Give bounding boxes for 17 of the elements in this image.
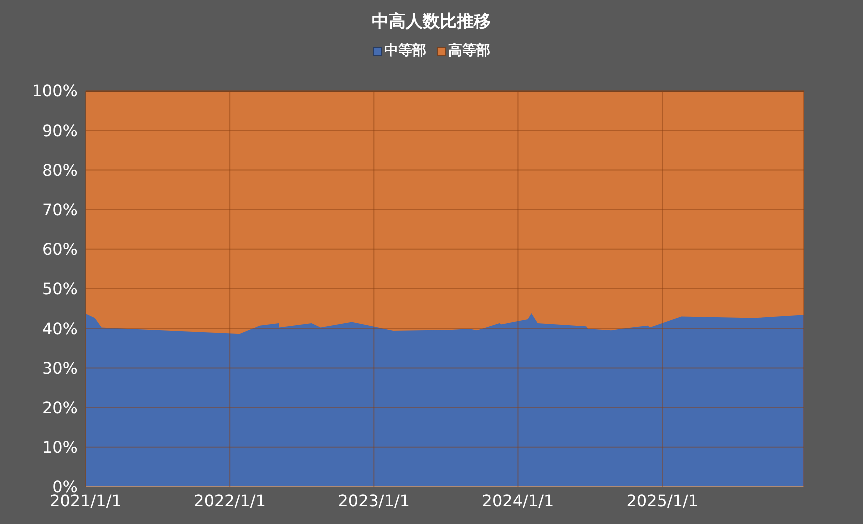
x-tick-label: 2022/1/1 (194, 491, 266, 510)
y-tick-label: 20% (42, 398, 78, 418)
y-tick-label: 50% (42, 280, 78, 299)
x-tick-label: 2023/1/1 (338, 491, 410, 510)
legend-label: 中等部 (384, 42, 426, 60)
y-tick-label: 60% (42, 240, 78, 260)
y-tick-label: 40% (42, 319, 78, 338)
y-tick-label: 70% (42, 200, 78, 220)
y-tick-label: 30% (42, 358, 78, 378)
chart-title: 中高人数比推移 (371, 11, 492, 33)
y-tick-label: 10% (42, 438, 78, 458)
x-tick-label: 2025/1/1 (626, 491, 699, 510)
y-tick-label: 80% (42, 160, 78, 180)
y-tick-label: 90% (42, 121, 78, 140)
legend-label: 高等部 (448, 42, 490, 60)
y-tick-label: 100% (32, 82, 78, 101)
x-tick-label: 2024/1/1 (482, 491, 554, 510)
